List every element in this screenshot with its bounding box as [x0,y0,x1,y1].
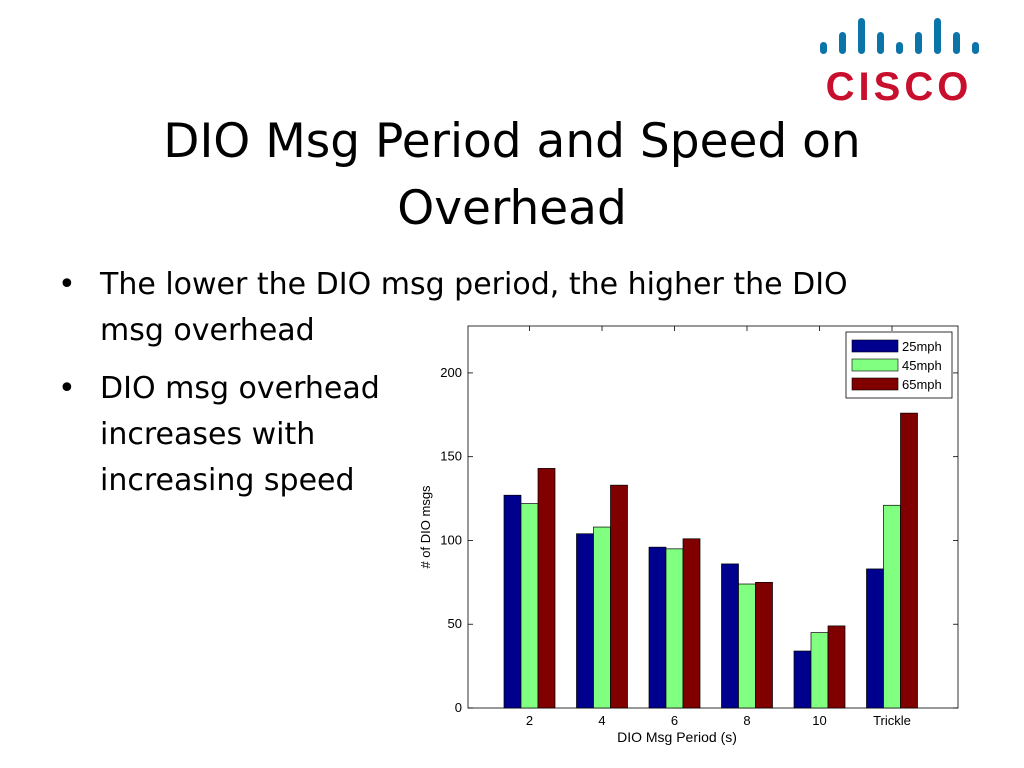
cisco-logo-text: CISCO [826,65,973,106]
legend-label: 25mph [902,339,942,354]
legend-label: 65mph [902,377,942,392]
legend-swatch [851,339,899,353]
bar-45mph [883,504,901,709]
bullet-icon: • [58,267,76,302]
cisco-bars-icon [820,18,979,54]
y-axis-label: # of DIO msgs [418,485,433,569]
bar-45mph [593,526,611,709]
legend-label: 45mph [902,358,942,373]
y-tick-label: 0 [455,700,462,715]
bar-25mph [648,546,667,709]
slide-title: DIO Msg Period and Speed on Overhead [163,114,861,236]
bullet-text: The lower the DIO msg period, the higher… [100,267,848,348]
x-tick-label: 10 [812,713,826,728]
bar-45mph [520,503,539,709]
y-tick-label: 200 [440,365,462,380]
bar-25mph [503,494,522,709]
logo-bar [839,32,846,54]
logo-bar [896,42,903,54]
legend-swatch [851,377,899,391]
logo-bar [877,32,884,54]
bar-45mph [810,632,829,709]
bar-25mph [866,568,884,709]
bullet-list: • The lower the DIO msg period, the high… [58,262,918,516]
bullet-item: • The lower the DIO msg period, the high… [58,262,920,354]
x-axis-label: DIO Msg Period (s) [617,729,737,745]
x-tick-label: Trickle [873,713,911,728]
bar-65mph [755,581,773,709]
bar-chart: 0 50 100 150 200 2 4 6 8 10 Trickle 25mph 45mph 65mph… [418,325,959,745]
cisco-logo: CISCO [820,18,979,106]
legend: 25mph 45mph 65mph [845,331,953,399]
y-tick-label: 50 [448,616,462,631]
x-tick-label: 4 [598,713,605,728]
bar-65mph [537,468,556,709]
x-tick-label: 8 [743,713,750,728]
x-tick-label: 6 [671,713,678,728]
bar-65mph [610,484,628,709]
x-tick-label: 2 [526,713,533,728]
bar-25mph [721,563,739,709]
bar-45mph [738,583,756,709]
y-tick-label: 150 [440,449,462,464]
bar-25mph [576,533,594,709]
bullet-text: DIO msg overhead increases with increasi… [100,371,380,498]
bullet-item: • DIO msg overhead increases with increa… [58,366,400,504]
logo-bar [858,18,865,54]
bar-65mph [682,538,701,709]
logo-bar [972,42,979,54]
legend-swatch [851,358,899,372]
bullet-icon: • [58,371,76,406]
bar-65mph [900,412,918,709]
bar-65mph [827,625,846,709]
logo-bar [915,32,922,54]
y-tick-label: 100 [440,532,462,547]
bar-45mph [665,548,684,709]
logo-bar [953,32,960,54]
logo-bar [820,42,827,54]
bar-25mph [793,650,812,709]
logo-bar [934,18,941,54]
